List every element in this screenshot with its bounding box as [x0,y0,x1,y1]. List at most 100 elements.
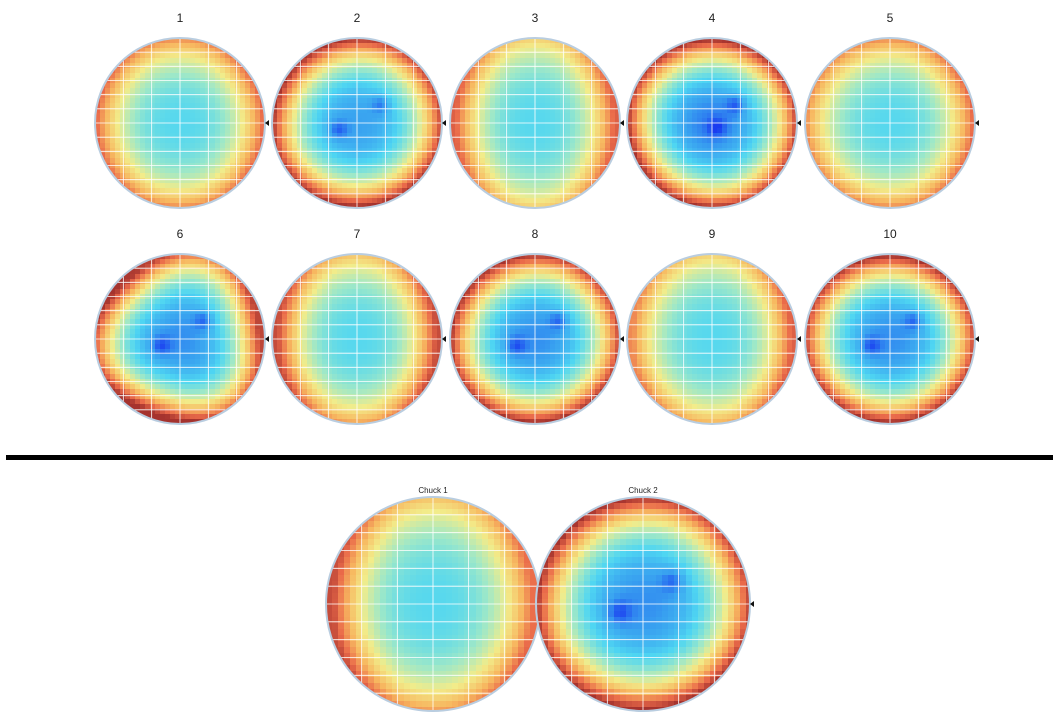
heatmap-cell [830,158,835,163]
heatmap-cell [200,68,205,73]
heatmap-cell [195,178,200,183]
heatmap-cell [185,123,190,128]
heatmap-cell [140,128,145,133]
heatmap-cell [230,68,235,73]
heatmap-cell [110,113,115,118]
heatmap-cell [565,68,570,73]
heatmap-cell [372,98,377,103]
heatmap-cell [747,133,752,138]
heatmap-cell [545,73,550,78]
heatmap-cell [397,128,402,133]
heatmap-cell [520,123,525,128]
heatmap-cell [505,68,510,73]
heatmap-cell [955,118,960,123]
heatmap-cell [732,68,737,73]
heatmap-cell [890,43,895,48]
heatmap-cell [550,53,555,58]
heatmap-cell [910,98,915,103]
heatmap-cell [525,183,530,188]
heatmap-cell [505,148,510,153]
heatmap-cell [225,73,230,78]
heatmap-cell [500,183,505,188]
heatmap-cell [687,178,692,183]
heatmap-cell [667,93,672,98]
heatmap-cell [935,58,940,63]
heatmap-cell [185,58,190,63]
heatmap-cell [722,123,727,128]
heatmap-cell [170,143,175,148]
heatmap-cell [820,123,825,128]
heatmap-cell [575,178,580,183]
heatmap-cell [180,113,185,118]
heatmap-cell [515,168,520,173]
heatmap-cell [757,178,762,183]
heatmap-cell [840,88,845,93]
heatmap-cell [255,143,260,148]
heatmap-cell [155,93,160,98]
heatmap-cell [767,148,772,153]
heatmap-cell [190,48,195,53]
heatmap-cell [830,63,835,68]
heatmap-cell [880,88,885,93]
heatmap-cell [170,178,175,183]
heatmap-cell [955,98,960,103]
heatmap-cell [875,188,880,193]
heatmap-cell [677,123,682,128]
heatmap-cell [850,103,855,108]
heatmap-cell [875,73,880,78]
heatmap-cell [367,53,372,58]
heatmap-cell [382,158,387,163]
heatmap-cell [935,68,940,73]
heatmap-cell [135,113,140,118]
heatmap-cell [500,143,505,148]
heatmap-cell [945,103,950,108]
heatmap-cell [135,93,140,98]
heatmap-cell [712,73,717,78]
heatmap-cell [875,198,880,203]
heatmap-cell [160,58,165,63]
heatmap-cell [580,153,585,158]
heatmap-cell [667,188,672,193]
heatmap-cell [555,118,560,123]
heatmap-cell [510,123,515,128]
heatmap-cell [322,93,327,98]
heatmap-cell [575,138,580,143]
heatmap-cell [317,148,322,153]
heatmap-cell [110,148,115,153]
heatmap-cell [712,98,717,103]
heatmap-cell [727,98,732,103]
heatmap-cell [115,103,120,108]
heatmap-cell [190,178,195,183]
heatmap-cell [165,88,170,93]
heatmap-cell [322,158,327,163]
heatmap-cell [657,143,662,148]
heatmap-cell [915,148,920,153]
heatmap-cell [407,83,412,88]
heatmap-cell [915,48,920,53]
heatmap-cell [747,173,752,178]
heatmap-cell [367,178,372,183]
heatmap-cell [367,98,372,103]
heatmap-cell [757,133,762,138]
heatmap-cell [382,58,387,63]
heatmap-cell [205,133,210,138]
heatmap-cell [347,173,352,178]
heatmap-cell [342,43,347,48]
heatmap-cell [875,103,880,108]
heatmap-cell [165,123,170,128]
heatmap-cell [530,158,535,163]
heatmap-cell [402,63,407,68]
heatmap-cell [505,188,510,193]
heatmap-cell [925,88,930,93]
heatmap-cell [642,103,647,108]
heatmap-cell [240,88,245,93]
heatmap-cell [120,178,125,183]
heatmap-cell [752,133,757,138]
heatmap-cell [672,93,677,98]
heatmap-cell [480,148,485,153]
heatmap-cell [722,48,727,53]
heatmap-cell [530,43,535,48]
heatmap-cell [632,113,637,118]
heatmap-cell [250,128,255,133]
heatmap-cell [595,93,600,98]
